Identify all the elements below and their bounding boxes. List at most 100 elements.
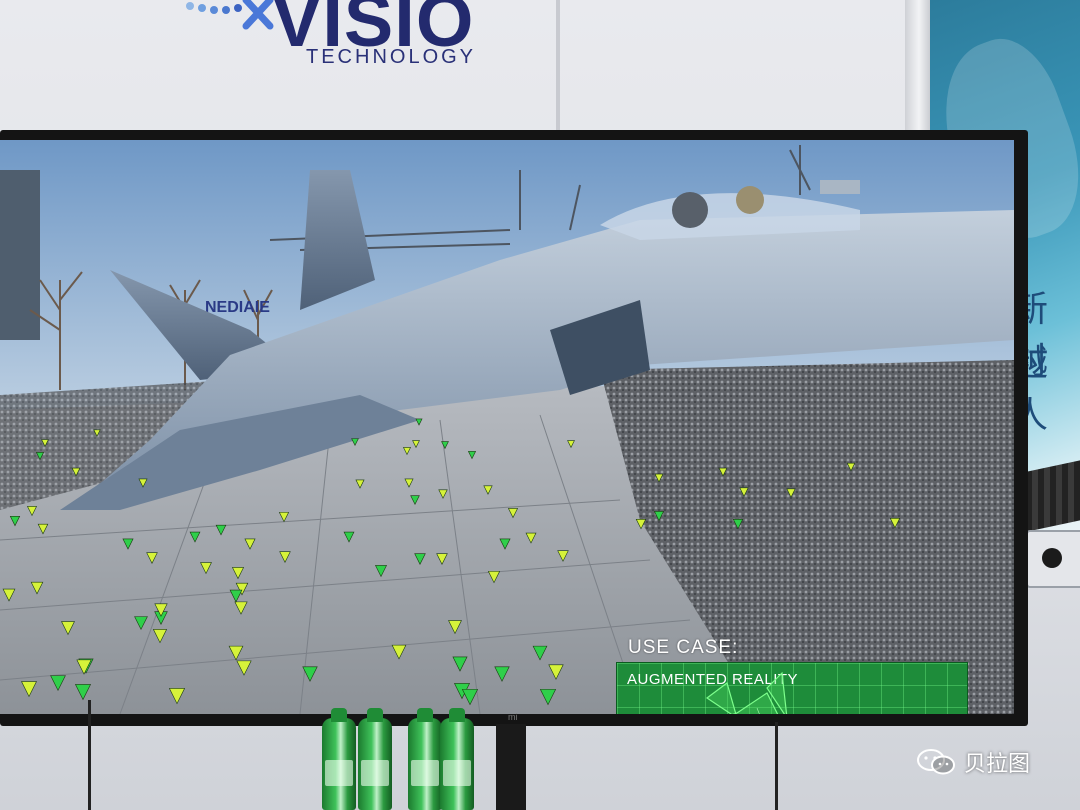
tracking-marker	[483, 485, 493, 495]
gravel-bed	[600, 360, 1014, 714]
tracking-marker	[438, 489, 448, 499]
logo-dots-icon	[186, 0, 274, 30]
wechat-watermark: 贝拉图	[916, 746, 1030, 778]
wireframe-jet	[705, 671, 788, 714]
tracking-marker	[412, 440, 420, 449]
tracking-marker	[414, 553, 426, 565]
wall-seam	[556, 0, 560, 140]
tracking-marker	[436, 553, 448, 565]
tracking-marker	[351, 438, 359, 447]
tracking-marker	[739, 487, 749, 497]
tracking-marker	[76, 659, 92, 675]
tracking-marker	[74, 684, 92, 701]
tracking-marker	[215, 524, 227, 536]
tracking-marker	[41, 439, 49, 448]
tracking-marker	[200, 562, 212, 575]
tracking-marker	[35, 452, 45, 461]
tracking-marker	[231, 567, 245, 580]
building-left	[0, 170, 40, 340]
wall-camera-device	[1026, 530, 1080, 588]
tracking-marker	[244, 538, 256, 550]
ar-preview-panel: AUGMENTED REALITY	[616, 662, 968, 714]
tracking-marker	[846, 462, 856, 472]
tracking-marker	[452, 656, 468, 672]
ar-scene: NEDIAIE	[0, 140, 1014, 714]
tv-monitor: NEDIAIE	[0, 130, 1028, 726]
tv-screen: NEDIAIE	[0, 140, 1014, 714]
tracking-marker	[653, 511, 665, 522]
tracking-marker	[138, 478, 148, 488]
tracking-marker	[461, 689, 479, 706]
tracking-marker	[279, 551, 291, 563]
tv-stand	[496, 724, 526, 810]
tracking-marker	[30, 581, 44, 595]
tracking-marker	[26, 506, 38, 517]
tracking-marker	[507, 508, 519, 519]
logo-wordmark: VISIO	[272, 0, 475, 62]
tracking-marker	[234, 601, 248, 615]
tracking-marker	[122, 538, 134, 550]
gravel-bed-left	[0, 380, 230, 510]
tracking-marker	[189, 531, 201, 543]
water-bottle	[358, 708, 392, 810]
tracking-marker	[50, 675, 66, 692]
tracking-marker	[355, 479, 365, 489]
tracking-marker	[391, 644, 407, 660]
tracking-marker	[402, 447, 412, 456]
tracking-marker	[548, 664, 564, 680]
tracking-marker	[404, 478, 414, 488]
tracking-marker	[635, 518, 647, 530]
tracking-marker	[61, 621, 75, 636]
use-case-label: USE CASE:	[628, 637, 739, 658]
tracking-marker	[567, 440, 575, 449]
tracking-markers	[2, 418, 901, 706]
tracking-marker	[302, 666, 318, 682]
tracking-marker	[37, 523, 49, 535]
tracking-marker	[487, 571, 501, 584]
tracking-marker	[152, 629, 168, 644]
tracking-marker	[9, 516, 21, 527]
tracking-marker	[499, 538, 511, 550]
tracking-marker	[154, 603, 168, 617]
tracking-marker	[889, 517, 901, 529]
tracking-marker	[410, 495, 420, 506]
tracking-marker	[134, 616, 148, 631]
tracking-marker	[532, 645, 548, 661]
tracking-marker	[278, 512, 290, 523]
booth-pillar	[905, 0, 933, 145]
tracking-marker	[718, 467, 728, 477]
tracking-marker	[557, 550, 569, 562]
tracking-marker	[93, 429, 101, 437]
tracking-marker	[654, 473, 664, 483]
scene-sign: NEDIAIE	[205, 299, 270, 316]
tracking-marker	[467, 451, 477, 460]
tracking-marker	[228, 645, 244, 661]
tracking-marker	[146, 552, 158, 564]
tracking-marker	[448, 620, 462, 635]
tracking-marker	[168, 688, 186, 705]
cable-left	[88, 700, 91, 810]
tracking-marker	[2, 588, 16, 602]
tracking-marker	[343, 531, 355, 543]
tracking-marker	[374, 565, 388, 578]
tracking-marker	[415, 418, 423, 426]
tracking-marker	[732, 518, 744, 530]
tv-brand-logo: mi	[508, 712, 518, 722]
tracking-marker	[441, 441, 449, 450]
ar-panel-title: AUGMENTED REALITY	[627, 671, 799, 688]
watermark-text: 贝拉图	[964, 752, 1031, 777]
tracking-marker	[494, 666, 510, 682]
company-logo: VISIO TECHNOLOGY	[150, 0, 510, 100]
wechat-icon	[917, 749, 955, 775]
fighter-jet-model	[60, 170, 1014, 510]
tracking-marker	[21, 681, 37, 698]
tracking-marker	[71, 467, 81, 477]
tracking-marker	[235, 582, 249, 596]
logo-subtitle: TECHNOLOGY	[306, 46, 477, 68]
water-bottle	[440, 708, 474, 810]
water-bottle	[322, 708, 356, 810]
tracking-marker	[525, 532, 537, 544]
tracking-marker	[236, 660, 252, 676]
water-bottle	[408, 708, 442, 810]
tracking-marker	[539, 689, 557, 706]
